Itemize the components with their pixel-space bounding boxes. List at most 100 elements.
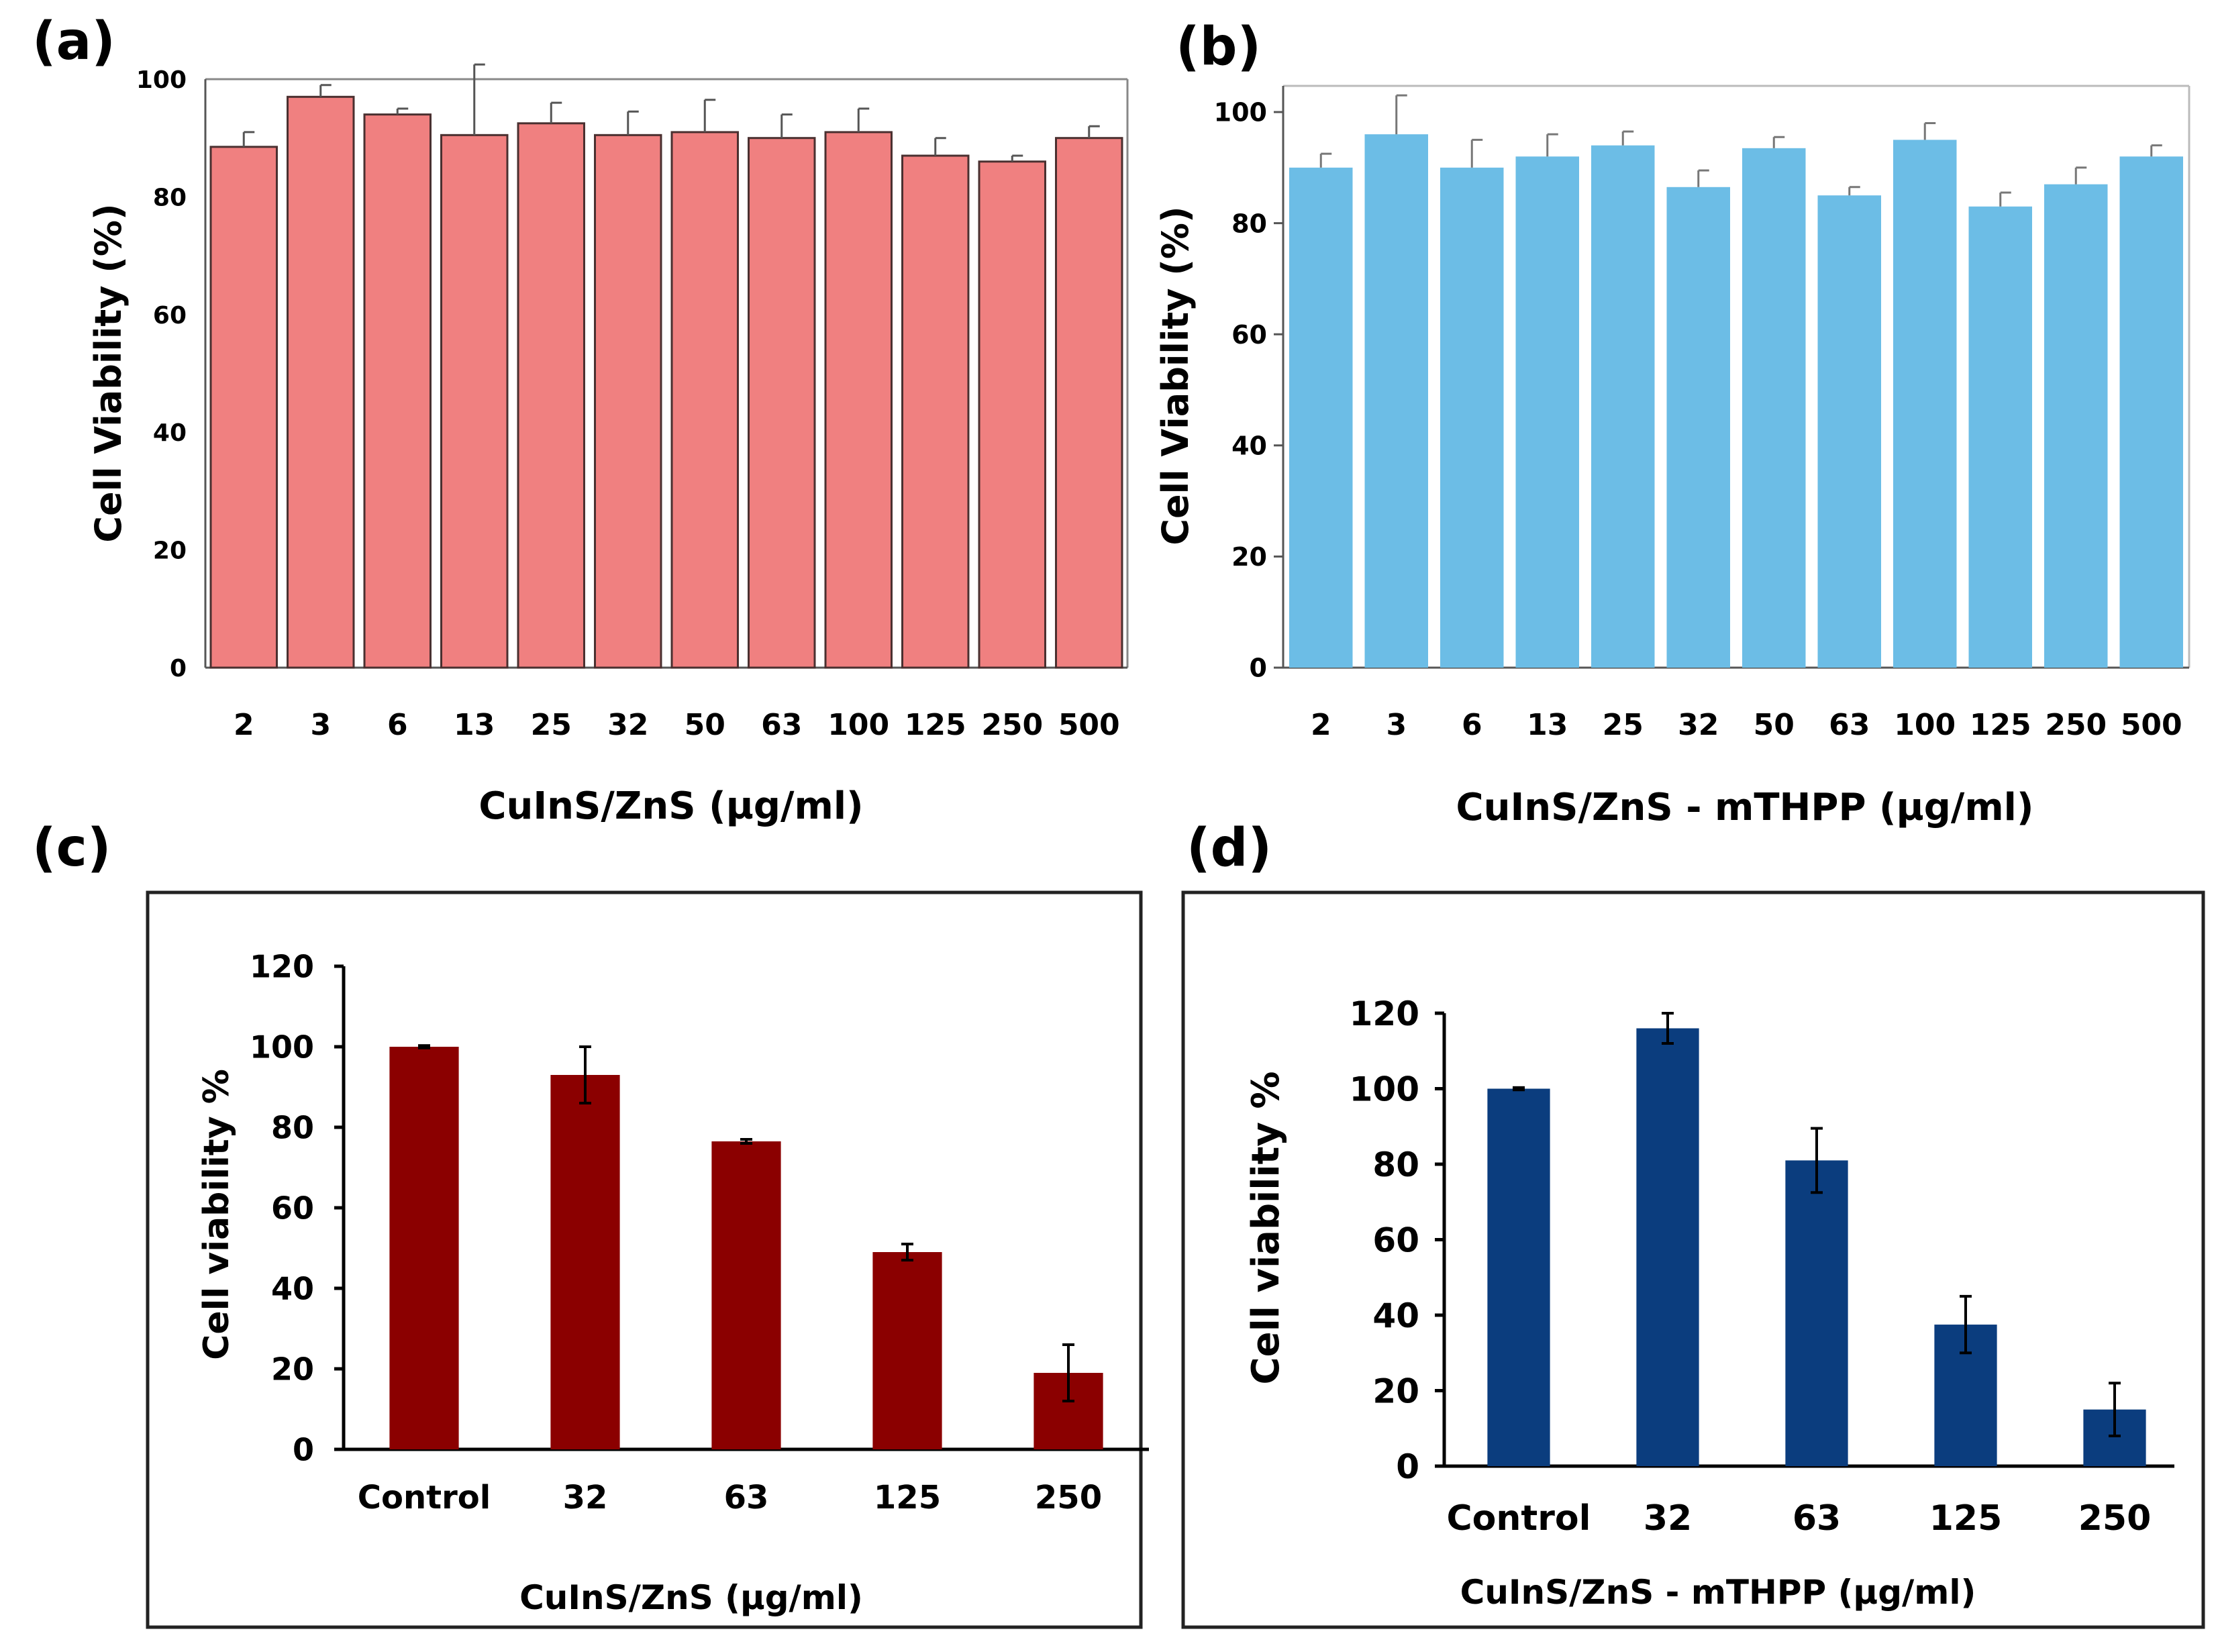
panel-d-bars: [1487, 1028, 2146, 1466]
panel-c-x-ticks: Control 32 63 125 250: [358, 1479, 1102, 1516]
panel-d-y-axis-title: Cell viability %: [1244, 1071, 1288, 1384]
panel-b-bars: [1289, 134, 2183, 668]
panel-b-bar: [1817, 195, 1881, 668]
panel-c-y-ticks: 0 20 40 60 80 100 120: [250, 949, 344, 1468]
panel-d-y-tick-label: 40: [1372, 1296, 1419, 1335]
panel-a-y-axis-title: Cell Viability (%): [87, 203, 130, 542]
panel-a-y-tick-label: 100: [136, 66, 187, 94]
panel-a: (a) 0 20 40 60 80 100 2 3 6 13 25 32 50 63 100 125 250 5…: [32, 11, 1129, 828]
panel-b-bar: [1289, 167, 1353, 668]
panel-a-x-ticks: 2 3 6 13 25 32 50 63 100 125 250 500: [234, 708, 1120, 742]
panel-a-x-tick-label: 63: [761, 708, 802, 742]
panel-a-bars: [209, 95, 1123, 669]
panel-c-bar: [550, 1075, 620, 1449]
panel-b-y-tick-label: 40: [1231, 431, 1267, 460]
panel-a-bar: [209, 146, 278, 669]
panel-a-bar: [824, 131, 893, 669]
panel-d-x-tick-label: 63: [1793, 1498, 1841, 1539]
panel-b-x-ticks: 2 3 6 13 25 32 50 63 100 125 250 500: [1311, 708, 2182, 742]
panel-b-y-ticks: 0 20 40 60 80 100: [1214, 98, 1283, 683]
panel-c-y-axis-title: Cell viability %: [197, 1069, 237, 1360]
panel-a-x-tick-label: 50: [685, 708, 725, 742]
panel-c-bar: [711, 1141, 781, 1449]
panel-b-x-tick-label: 63: [1829, 708, 1870, 742]
panel-b-bar: [1666, 187, 1730, 668]
panel-b-x-tick-label: 250: [2045, 708, 2107, 742]
panel-b: (b) 0 20 40 60 80 100 2 3 6 13 25 32 50 63 100 125 250 5…: [1154, 17, 2190, 829]
panel-a-y-tick-label: 40: [153, 419, 187, 447]
panel-a-x-tick-label: 25: [531, 708, 572, 742]
panel-b-bar: [2119, 156, 2183, 668]
panel-b-y-tick-label: 60: [1231, 320, 1267, 350]
panel-a-y-ticks: 0 20 40 60 80 100: [136, 66, 187, 682]
panel-a-bar: [748, 137, 816, 669]
panel-a-letter: (a): [32, 11, 115, 72]
panel-a-x-tick-label: 13: [454, 708, 495, 742]
panel-c-y-tick-label: 80: [271, 1110, 314, 1146]
panel-d-error-bars: [1513, 1012, 2121, 1437]
panel-b-x-tick-label: 25: [1603, 708, 1644, 742]
panel-d-x-ticks: Control 32 63 125 250: [1447, 1498, 2152, 1539]
panel-b-x-tick-label: 3: [1386, 708, 1407, 742]
panel-c-x-tick-label: 63: [724, 1479, 769, 1516]
panel-a-bar: [594, 134, 662, 669]
panel-a-x-tick-label: 250: [981, 708, 1043, 742]
panel-b-x-tick-label: 6: [1462, 708, 1482, 742]
panel-c-y-tick-label: 40: [271, 1271, 314, 1307]
panel-b-error-bars: [1319, 94, 2162, 207]
panel-a-plot-frame: [205, 78, 1129, 668]
panel-d: (d) 0 20 40 60 80 100 120 Control 32 63 125 250 Cu…: [1181, 818, 2205, 1629]
panel-d-x-tick-label: 125: [1929, 1498, 2003, 1539]
panel-a-x-axis-title: CuInS/ZnS (µg/ml): [478, 784, 863, 828]
panel-d-bar: [1487, 1088, 1550, 1466]
panel-b-x-tick-label: 13: [1527, 708, 1568, 742]
panel-a-bar: [363, 113, 432, 669]
panel-a-y-tick-label: 60: [153, 302, 187, 329]
panel-b-bar: [1968, 206, 2032, 668]
panel-b-bar: [2044, 184, 2108, 668]
panel-c-error-bars: [418, 1044, 1074, 1402]
panel-c-y-tick-label: 100: [250, 1029, 314, 1066]
panel-c-bar: [872, 1252, 942, 1449]
panel-b-bar: [1515, 156, 1579, 668]
panel-b-y-tick-label: 20: [1231, 542, 1267, 572]
panel-c-y-tick-label: 0: [293, 1432, 314, 1468]
panel-b-x-tick-label: 50: [1754, 708, 1795, 742]
panel-c: (c) 0 20 40 60 80 100 120 Control 32 63 125 250 Cu…: [32, 818, 1149, 1629]
panel-d-x-tick-label: 250: [2078, 1498, 2152, 1539]
panel-c-x-tick-label: 250: [1035, 1479, 1102, 1516]
panel-d-x-tick-label: Control: [1447, 1498, 1591, 1539]
panel-a-x-tick-label: 3: [310, 708, 331, 742]
panel-c-outer-box: [146, 890, 1143, 1629]
panel-b-x-tick-label: 2: [1311, 708, 1331, 742]
panel-a-y-tick-label: 80: [153, 184, 187, 211]
panel-c-bars: [389, 1047, 1103, 1449]
panel-b-x-axis-title: CuInS/ZnS - mTHPP (µg/ml): [1456, 786, 2034, 829]
panel-a-bar: [517, 122, 585, 669]
panel-c-x-tick-label: 32: [563, 1479, 608, 1516]
panel-a-x-tick-label: 2: [234, 708, 254, 742]
panel-c-y-tick-label: 60: [271, 1190, 314, 1227]
panel-a-x-tick-label: 32: [607, 708, 648, 742]
panel-b-bar: [1364, 134, 1428, 668]
panel-b-x-tick-label: 125: [1970, 708, 2031, 742]
panel-d-x-tick-label: 32: [1644, 1498, 1692, 1539]
panel-d-y-tick-label: 60: [1372, 1221, 1419, 1260]
panel-b-y-axis-title: Cell Viability (%): [1154, 206, 1197, 545]
panel-a-bar: [978, 160, 1046, 669]
panel-d-y-ticks: 0 20 40 60 80 100 120: [1350, 994, 1444, 1486]
panel-c-bar: [389, 1047, 459, 1449]
panel-b-bar: [1440, 167, 1504, 668]
panel-c-y-tick-label: 20: [271, 1351, 314, 1388]
panel-c-y-tick-label: 120: [250, 949, 314, 985]
panel-a-bar: [670, 131, 739, 669]
panel-a-x-tick-label: 125: [905, 708, 966, 742]
panel-b-bar: [1742, 148, 1806, 668]
panel-d-outer-box: [1181, 890, 2205, 1629]
panel-a-bar: [440, 134, 509, 669]
panel-a-bar: [1055, 137, 1123, 669]
panel-a-error-bars: [242, 63, 1100, 162]
panel-a-y-tick-label: 0: [170, 655, 187, 682]
panel-d-letter: (d): [1187, 818, 1272, 878]
